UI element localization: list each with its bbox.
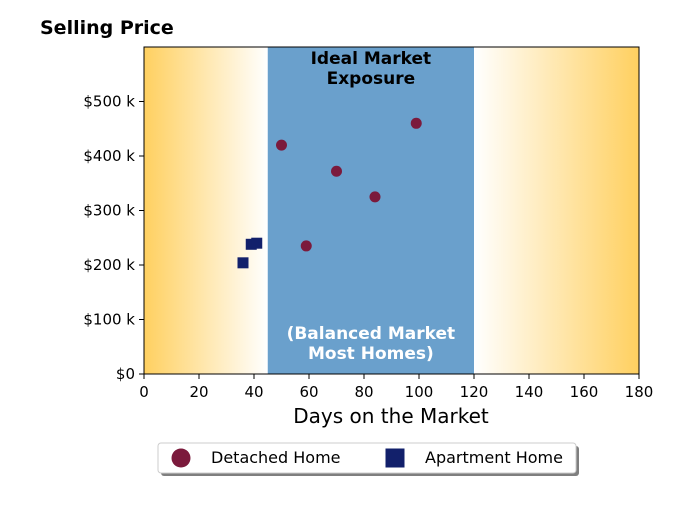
apartment-home-point: [237, 257, 249, 269]
top-annotation-line: Exposure: [327, 69, 416, 89]
legend-label: Detached Home: [211, 448, 341, 467]
x-tick-label: 20: [189, 383, 208, 401]
legend-apartment-marker: [385, 448, 405, 468]
y-tick-label: $500 k: [83, 93, 135, 111]
bottom-annotation-line: Most Homes): [308, 344, 434, 364]
y-tick-label: $200 k: [83, 256, 135, 274]
x-tick-label: 60: [299, 383, 318, 401]
chart-title: Selling Price: [40, 17, 174, 39]
detached-home-point: [276, 139, 287, 151]
detached-home-point: [331, 165, 342, 177]
y-tick-label: $400 k: [83, 147, 135, 165]
y-tick-label: $0: [116, 365, 135, 383]
legend-box: [157, 442, 577, 474]
bottom-annotation-line: (Balanced Market: [287, 324, 456, 344]
x-axis-label: Days on the Market: [293, 404, 489, 428]
legend: Detached Home Apartment Home: [157, 442, 579, 476]
detached-home-point: [369, 191, 381, 203]
x-tick-label: 120: [460, 383, 489, 401]
axes: 0 20 40 60 80 100 120 140 160 180 $0 $100 k $200 k $3…: [83, 46, 654, 401]
ideal-region-band: [267, 47, 474, 374]
y-tick-label: $300 k: [83, 202, 135, 220]
plot-background: [144, 47, 639, 374]
data-points: [237, 117, 422, 269]
ideal-exposure-region: [267, 47, 474, 374]
detached-home-point: [300, 240, 312, 252]
top-annotation-line: Ideal Market: [311, 49, 432, 69]
x-tick-label: 180: [625, 383, 654, 401]
apartment-home-point: [251, 237, 263, 249]
x-tick-label: 140: [515, 383, 544, 401]
x-tick-label: 40: [244, 383, 263, 401]
legend-label: Apartment Home: [425, 448, 563, 467]
x-tick-label: 100: [405, 383, 434, 401]
legend-detached-marker: [171, 448, 191, 468]
gradient-left: [144, 47, 268, 374]
y-tick-label: $100 k: [83, 311, 135, 329]
gradient-right: [474, 47, 639, 374]
detached-home-point: [410, 117, 422, 129]
x-tick-label: 160: [570, 383, 599, 401]
x-tick-label: 0: [139, 383, 149, 401]
x-tick-label: 80: [354, 383, 373, 401]
